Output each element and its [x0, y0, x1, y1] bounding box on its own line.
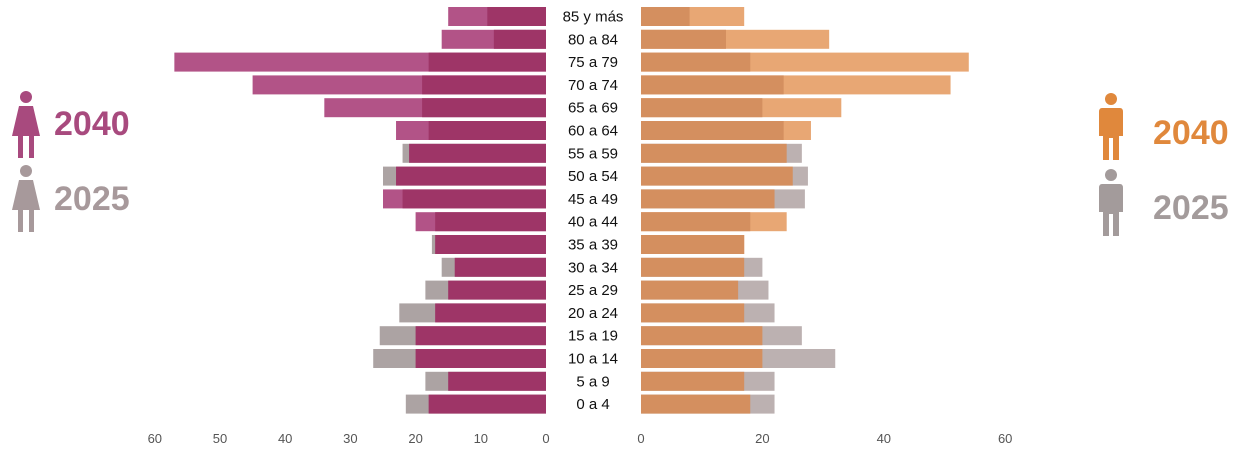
- age-group-label: 10 a 14: [568, 351, 618, 368]
- male-axis-ticks: 0 20 40 60: [637, 431, 1012, 446]
- female-bar-overlap: [402, 189, 546, 209]
- age-group-label: 30 a 34: [568, 259, 618, 276]
- man-2025-icon: [1099, 169, 1123, 236]
- female-bar-overlap: [415, 349, 546, 368]
- male-bar-overlap: [641, 143, 787, 163]
- female-axis-ticks: 60 50 40 30 20 10 0: [148, 431, 550, 446]
- male-bar-overlap: [641, 52, 751, 72]
- age-group-label: 70 a 74: [568, 77, 618, 94]
- age-group-label: 85 y más: [563, 9, 624, 26]
- male-bar-overlap: [641, 235, 745, 254]
- age-group-label: 5 a 9: [576, 373, 609, 390]
- female-axis-tick: 40: [278, 431, 292, 446]
- age-group-label: 25 a 29: [568, 282, 618, 299]
- woman-2025-icon: [12, 165, 40, 232]
- female-bar-overlap: [454, 257, 546, 277]
- male-bar-overlap: [641, 349, 763, 368]
- female-bar-overlap: [435, 235, 546, 254]
- woman-2040-icon: [12, 91, 40, 158]
- age-group-label: 80 a 84: [568, 31, 618, 48]
- age-group-label: 60 a 64: [568, 123, 618, 140]
- female-bar-overlap: [428, 121, 546, 140]
- male-bar-overlap: [641, 166, 793, 186]
- age-group-label: 15 a 19: [568, 328, 618, 345]
- age-group-labels: 85 y más 80 a 84 75 a 79 70 a 74 65 a 69 60 a…: [563, 9, 624, 414]
- male-bar-overlap: [641, 212, 751, 232]
- male-bar-overlap: [641, 75, 784, 95]
- female-bar-overlap: [415, 326, 546, 346]
- male-bar-overlap: [641, 303, 745, 323]
- male-axis-tick: 20: [755, 431, 769, 446]
- male-bar-overlap: [641, 121, 784, 140]
- age-group-label: 35 a 39: [568, 237, 618, 254]
- female-legend-2025: 2025: [54, 180, 130, 218]
- female-bar-overlap: [428, 394, 546, 414]
- female-legend-2040: 2040: [54, 105, 130, 143]
- female-axis-tick: 10: [474, 431, 488, 446]
- female-bar-overlap: [493, 29, 546, 49]
- female-bar-overlap: [435, 212, 546, 232]
- male-bar-overlap: [641, 394, 751, 414]
- male-bar-overlap: [641, 326, 763, 346]
- female-bar-overlap: [428, 52, 546, 72]
- age-group-label: 20 a 24: [568, 305, 618, 322]
- age-group-label: 55 a 59: [568, 145, 618, 162]
- female-bar-overlap: [448, 280, 546, 300]
- female-bar-overlap: [435, 303, 546, 323]
- female-bar-overlap: [422, 75, 546, 95]
- male-bar-overlap: [641, 371, 745, 391]
- age-group-label: 40 a 44: [568, 214, 618, 231]
- male-axis-tick: 0: [637, 431, 644, 446]
- man-2040-icon: [1099, 93, 1123, 160]
- female-bars: [174, 7, 547, 414]
- male-bar-overlap: [641, 98, 763, 118]
- age-group-label: 50 a 54: [568, 168, 618, 185]
- male-bar-overlap: [641, 189, 775, 209]
- age-group-label: 0 a 4: [576, 396, 609, 413]
- male-legend-2040: 2040: [1153, 114, 1229, 152]
- female-bar-overlap: [396, 166, 546, 186]
- female-bar-overlap: [487, 7, 546, 26]
- female-axis-tick: 20: [408, 431, 422, 446]
- age-group-label: 65 a 69: [568, 100, 618, 117]
- male-bars: [641, 7, 969, 414]
- age-group-label: 45 a 49: [568, 191, 618, 208]
- female-bar-overlap: [448, 371, 546, 391]
- male-bar-overlap: [641, 280, 739, 300]
- female-bar-overlap: [422, 98, 546, 118]
- female-axis-tick: 50: [213, 431, 227, 446]
- male-bar-overlap: [641, 257, 745, 277]
- male-axis-tick: 60: [998, 431, 1012, 446]
- female-bar-overlap: [409, 143, 546, 163]
- male-legend-2025: 2025: [1153, 189, 1229, 227]
- female-axis-tick: 0: [542, 431, 549, 446]
- female-axis-tick: 60: [148, 431, 162, 446]
- age-group-label: 75 a 79: [568, 54, 618, 71]
- male-bar-overlap: [641, 7, 690, 26]
- male-axis-tick: 40: [877, 431, 891, 446]
- male-bar-overlap: [641, 29, 726, 49]
- female-axis-tick: 30: [343, 431, 357, 446]
